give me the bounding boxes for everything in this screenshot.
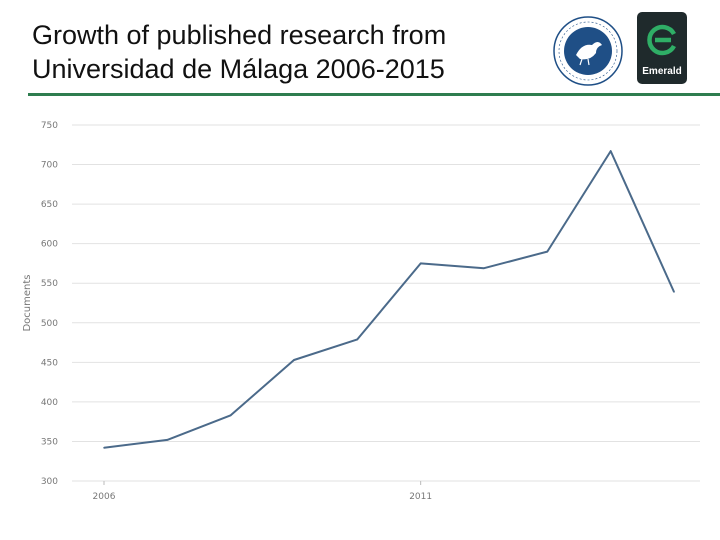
series-points [103,150,675,449]
universidad-malaga-seal-icon [553,16,623,86]
title-divider [28,93,720,96]
data-point-2006 [103,446,105,449]
data-point-2008 [229,414,232,417]
title-line-2: Universidad de Málaga 2006-2015 [32,54,445,84]
title-line-1: Growth of published research from [32,20,447,50]
data-point-2007 [166,439,169,441]
data-point-2013 [546,250,549,253]
data-point-2009 [293,359,295,361]
y-tick-label: 450 [41,358,58,368]
y-tick-label: 550 [41,279,58,289]
series-line-documents [103,150,675,449]
y-tick-label: 500 [41,319,58,329]
data-point-2011 [419,262,422,265]
data-point-2010 [356,338,359,341]
y-tick-label: 750 [41,121,58,131]
page-title: Growth of published research from Univer… [32,18,542,86]
chart-grid [72,124,700,482]
y-tick-label: 300 [41,477,58,487]
data-point-2015 [673,291,675,293]
x-axis-ticks: 2006 2011 [93,481,432,502]
y-tick-label: 350 [41,437,58,447]
data-point-2012 [483,267,485,269]
y-axis-title: Documents [22,274,33,331]
y-tick-label: 400 [41,398,58,408]
data-point-2014 [609,150,612,152]
x-tick-label: 2011 [409,492,432,502]
y-tick-label: 700 [41,161,58,171]
emerald-logo: Emerald [637,12,687,84]
y-tick-label: 650 [41,200,58,210]
y-axis-ticks: 750 700 650 600 550 500 450 400 350 300 [41,121,58,487]
y-tick-label: 600 [41,240,58,250]
emerald-logo-text: Emerald [642,66,681,77]
x-tick-label: 2006 [93,492,116,502]
